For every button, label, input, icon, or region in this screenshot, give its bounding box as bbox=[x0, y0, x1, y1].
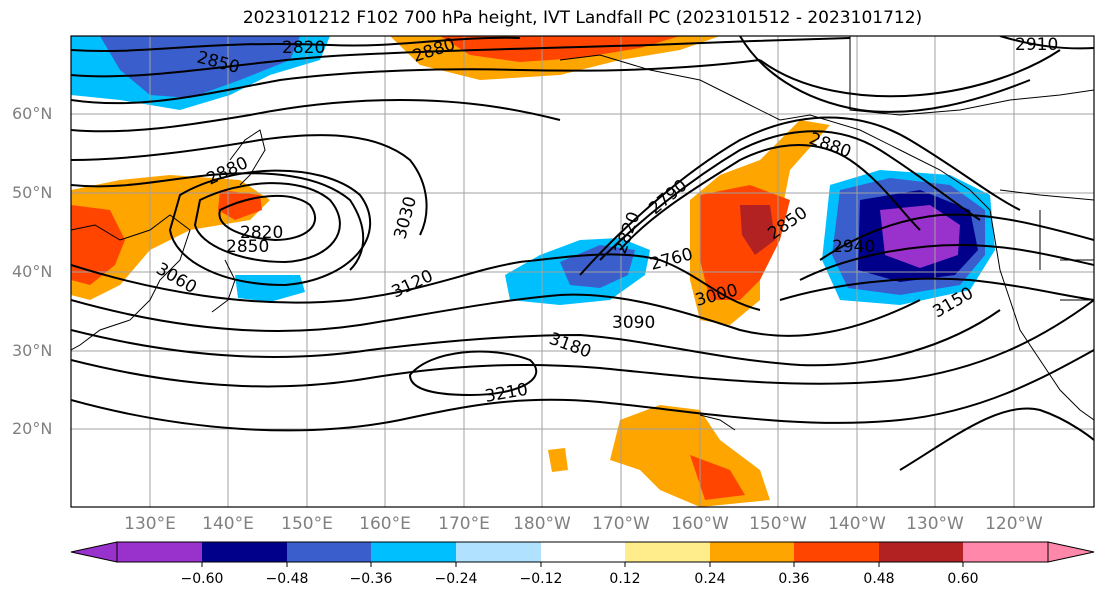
lat-label: 30°N bbox=[12, 341, 53, 360]
shade-orange-s bbox=[610, 405, 770, 507]
lat-label: 20°N bbox=[12, 419, 53, 438]
colorbar-bin bbox=[879, 542, 963, 562]
lon-label: 130°W bbox=[906, 514, 964, 534]
map-frame bbox=[70, 35, 1095, 508]
colorbar-bin bbox=[371, 542, 456, 562]
colorbar-bin bbox=[287, 542, 371, 562]
shade-red-w2 bbox=[218, 190, 262, 220]
lon-label: 130°E bbox=[124, 514, 176, 534]
lon-label: 150°E bbox=[281, 514, 333, 534]
colorbar-tick-label: −0.60 bbox=[180, 571, 224, 587]
lon-label: 140°E bbox=[202, 514, 254, 534]
height-contours bbox=[71, 36, 1094, 471]
lon-label: 160°E bbox=[359, 514, 411, 534]
colorbar-extend-low bbox=[70, 541, 118, 563]
colorbar-tick-label: −0.48 bbox=[265, 571, 309, 587]
colorbar-tick-label: 0.48 bbox=[863, 571, 895, 587]
lon-label: 140°W bbox=[828, 514, 886, 534]
lon-label: 150°W bbox=[749, 514, 807, 534]
contour-label: 3090 bbox=[612, 313, 655, 333]
coast-alaska bbox=[559, 54, 991, 211]
colorbar-tick-label: 0.60 bbox=[947, 571, 979, 587]
lon-label: 180°W bbox=[513, 514, 571, 534]
lon-label: 170°E bbox=[438, 514, 490, 534]
contour-label: 2910 bbox=[1015, 35, 1058, 55]
shade-red-w bbox=[71, 205, 125, 285]
colorbar-frame bbox=[116, 541, 1049, 563]
colorbar-bin bbox=[202, 542, 287, 562]
contour-label: 2850 bbox=[226, 237, 269, 257]
colorbar-tick-label: −0.12 bbox=[519, 571, 563, 587]
lat-label: 50°N bbox=[12, 183, 53, 202]
contour-label: 2790 bbox=[645, 176, 691, 219]
shade-blue-japan bbox=[235, 275, 305, 302]
coast-japan bbox=[211, 259, 236, 313]
contour-label: 2820 bbox=[240, 223, 283, 243]
contour-label: 2760 bbox=[648, 244, 695, 275]
colorbar-tick-label: 0.12 bbox=[609, 571, 641, 587]
contour-label: 3210 bbox=[483, 380, 529, 407]
contour-label: 3180 bbox=[546, 329, 593, 363]
contour-label: 3030 bbox=[391, 194, 422, 241]
shade-red-n bbox=[440, 36, 680, 62]
colorbar-bin bbox=[541, 542, 625, 562]
shade-red-s bbox=[690, 455, 745, 500]
contour-label: 2820 bbox=[282, 38, 325, 58]
lon-label: 160°W bbox=[671, 514, 729, 534]
colorbar-bin bbox=[963, 542, 1048, 562]
colorbar-tick-label: −0.36 bbox=[349, 571, 393, 587]
lat-label: 40°N bbox=[12, 262, 53, 281]
lat-label: 60°N bbox=[12, 104, 53, 123]
colorbar-extend-high bbox=[1047, 541, 1095, 563]
coast-asia bbox=[71, 214, 191, 351]
shade-orange-s2 bbox=[548, 448, 568, 472]
coast-hawaii bbox=[699, 414, 736, 431]
coast-na bbox=[989, 209, 1094, 421]
colorbar-tick-label: −0.24 bbox=[434, 571, 478, 587]
colorbar-bin bbox=[710, 542, 794, 562]
colorbar bbox=[70, 541, 1095, 567]
border-us-can bbox=[999, 189, 1094, 201]
colorbar-bin bbox=[794, 542, 879, 562]
lon-label: 120°W bbox=[985, 514, 1043, 534]
colorbar-bin bbox=[117, 542, 202, 562]
map-title: 2023101212 F102 700 hPa height, IVT Land… bbox=[242, 8, 923, 28]
shade-dkred-e bbox=[740, 205, 775, 255]
colorbar-tick-label: 0.24 bbox=[694, 571, 726, 587]
contour-label: 2880 bbox=[806, 129, 853, 163]
lon-label: 170°W bbox=[592, 514, 650, 534]
colorbar-bin bbox=[625, 542, 710, 562]
colorbar-bin bbox=[456, 542, 541, 562]
coast-na-north bbox=[849, 36, 1094, 116]
contour-label: 2940 bbox=[832, 237, 875, 257]
shade-purple-e bbox=[880, 205, 960, 268]
colorbar-tick-label: 0.36 bbox=[778, 571, 810, 587]
